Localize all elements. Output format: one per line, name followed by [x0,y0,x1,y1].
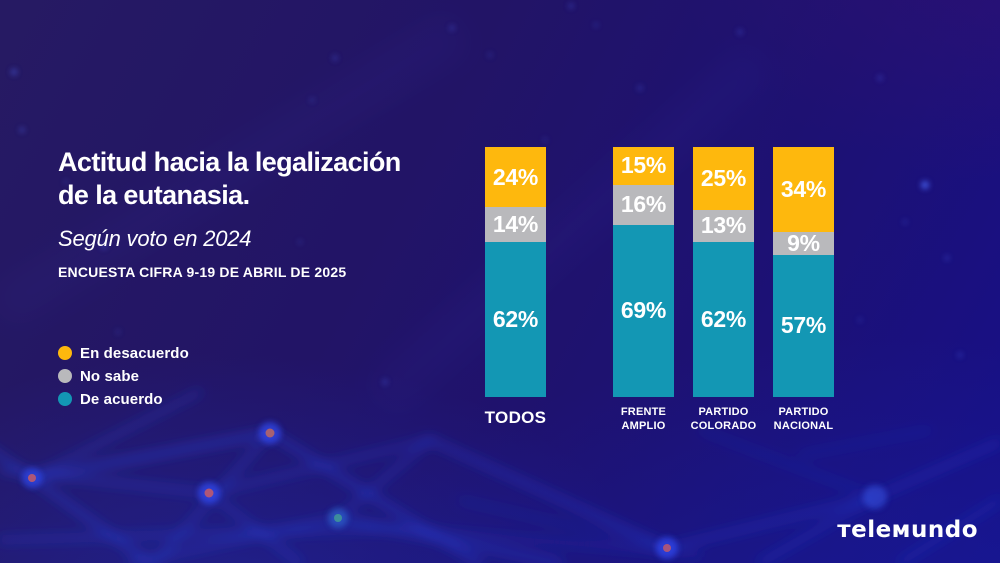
bar-segment-value: 57% [780,312,827,339]
legend-swatch-en-desacuerdo-icon [58,346,72,360]
legend-item: No sabe [58,367,189,385]
stacked-bar: 15% 16% 69% [613,147,674,397]
bar-category-label: FRENTE AMPLIO [620,406,667,433]
bar-segment: 62% [693,242,754,397]
bar-segment: 16% [613,184,674,225]
bar-category-label: TODOS [484,408,547,427]
bar-segment-value: 13% [700,212,747,239]
subtitle: Según voto en 2024 [58,226,252,251]
legend-swatch-no-sabe-icon [58,369,72,383]
bar-column: 25% 13% 62% PARTIDO COLORADO [691,147,756,432]
bar-segment: 13% [693,209,754,242]
legend: En desacuerdo No sabe De acuerdo [58,344,189,408]
bar-segment-value: 15% [620,152,667,179]
bar-column: 15% 16% 69% FRENTE AMPLIO [613,147,674,432]
bar-segment-value: 69% [620,297,667,324]
bar-segment: 69% [613,224,674,397]
legend-item: En desacuerdo [58,344,189,362]
bar-segment: 14% [485,207,546,242]
bar-segment-value: 25% [700,164,747,191]
bar-segment-value: 62% [492,306,539,332]
bar-segment: 25% [693,147,754,210]
stacked-bar: 34% 9% 57% [773,147,834,397]
bar-column: 24% 14% 62% TODOS [485,147,546,427]
legend-label: En desacuerdo [80,344,189,362]
bar-segment: 24% [485,147,546,207]
bar-category-label: PARTIDO NACIONAL [773,406,834,433]
bar-segment-value: 9% [787,229,820,256]
legend-label: De acuerdo [80,390,163,408]
bar-segment-value: 62% [700,306,747,332]
bar-segment: 62% [485,242,546,397]
bar-segment-value: 16% [620,191,667,217]
legend-swatch-de-acuerdo-icon [58,392,72,406]
bar-segment-value: 34% [780,176,827,202]
bar-segment-value: 24% [492,163,539,190]
source-note: ENCUESTA CIFRA 9-19 DE ABRIL DE 2025 [58,264,347,280]
page-title: Actitud hacia la legalización de la euta… [58,146,478,212]
bar-segment-value: 14% [492,211,539,237]
bar-column: 34% 9% 57% PARTIDO NACIONAL [773,147,834,432]
title-line-2: de la eutanasia. [58,180,250,210]
stacked-bar: 25% 13% 62% [693,147,754,397]
legend-item: De acuerdo [58,390,189,408]
stacked-bar: 24% 14% 62% [485,147,546,397]
bar-segment: 34% [773,147,834,232]
legend-label: No sabe [80,367,140,385]
bar-segment: 9% [773,229,834,256]
bar-segment: 15% [613,147,674,185]
telemundo-logo: тeleмundo [837,517,978,543]
bar-category-label: PARTIDO COLORADO [690,406,757,433]
bar-segment: 57% [773,254,834,397]
header: Actitud hacia la legalización de la euta… [58,146,478,280]
title-line-1: Actitud hacia la legalización [58,147,401,177]
